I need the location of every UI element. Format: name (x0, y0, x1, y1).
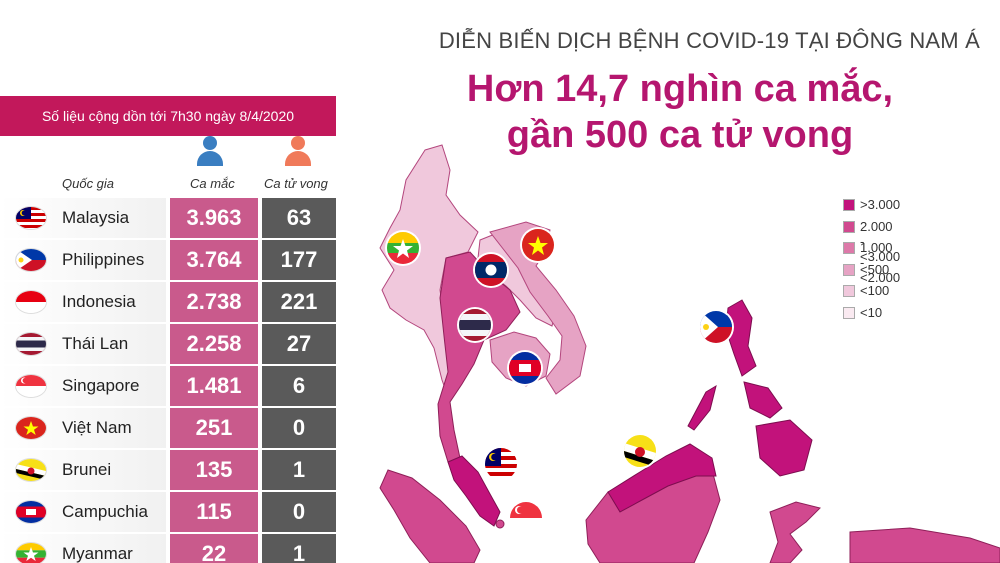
country-name: Campuchia (62, 502, 148, 521)
column-header-cases: Ca mắc (190, 176, 235, 191)
table-row: Brunei 135 1 (0, 450, 336, 490)
legend-label: <500 (860, 261, 890, 277)
legend-label: >3.000 (860, 197, 901, 212)
cases-value: 251 (170, 408, 258, 448)
laos-map-flag (475, 254, 507, 286)
vietnam-flag-icon (16, 417, 46, 439)
cases-value: 2.258 (170, 324, 258, 364)
singapore-region (495, 519, 505, 529)
kicker-title: DIỄN BIẾN DỊCH BỆNH COVID-19 TẠI ĐÔNG NA… (438, 28, 980, 53)
thailand-region (437, 251, 521, 463)
country-name: Việt Nam (62, 418, 132, 437)
cambodia-flag-icon (16, 501, 46, 523)
table-row: Singapore 1.481 6 (0, 366, 336, 406)
cases-value: 1.481 (170, 366, 258, 406)
headline: Hơn 14,7 nghìn ca mắc, gần 500 ca tử von… (380, 66, 980, 158)
country-name: Brunei (62, 460, 112, 479)
deaths-value: 1 (262, 534, 336, 563)
sulawesi-region (769, 501, 821, 563)
table-row: Myanmar 22 1 (0, 534, 336, 563)
legend-swatch (843, 306, 855, 319)
country-name: Malaysia (62, 208, 130, 227)
table-row: Philippines 3.764 177 (0, 240, 336, 280)
sumatra-region (379, 469, 481, 563)
myanmar-flag-icon (16, 543, 46, 563)
philippines-luzon-region (725, 299, 757, 377)
legend-label: <100 (860, 283, 890, 298)
malaysia-borneo-region (607, 443, 717, 513)
legend-label: 1.000 - <2.000 (860, 240, 901, 285)
vietnam-map-flag (522, 229, 554, 261)
cases-value: 135 (170, 450, 258, 490)
legend-swatch (843, 242, 855, 254)
legend-swatch (843, 199, 855, 211)
table-row: Malaysia 3.963 63 (0, 198, 336, 238)
deaths-value: 177 (262, 240, 336, 280)
country-name: Singapore (62, 376, 140, 395)
deaths-value: 0 (262, 408, 336, 448)
legend-label: <10 (860, 304, 883, 320)
table-row: Indonesia 2.738 221 (0, 282, 336, 322)
thailand-flag-icon (16, 333, 46, 355)
indonesia-flag-icon (16, 291, 46, 313)
deaths-value: 6 (262, 366, 336, 406)
headline-line-1: Hơn 14,7 nghìn ca mắc, (466, 68, 894, 110)
brunei-flag-icon (16, 459, 46, 481)
legend-swatch (843, 220, 855, 233)
malaysia-flag-icon (16, 207, 46, 229)
malaysia-peninsula-region (447, 455, 501, 527)
myanmar-map-flag (387, 232, 419, 264)
philippines-flag-icon (16, 249, 46, 271)
column-header-country: Quốc gia (62, 176, 115, 191)
country-name: Indonesia (62, 292, 136, 311)
cumulative-note: Số liệu cộng dồn tới 7h30 ngày 8/4/2020 (0, 96, 336, 136)
table-row: Thái Lan 2.258 27 (0, 324, 336, 364)
southeast-asia-map (379, 144, 1000, 563)
philippines-map-flag (700, 311, 732, 343)
legend-swatch (843, 263, 855, 276)
deaths-person-icon (285, 136, 311, 166)
malaysia-map-flag (485, 448, 517, 480)
country-name: Philippines (62, 250, 145, 269)
deaths-value: 0 (262, 492, 336, 532)
philippines-mindanao-region (755, 419, 813, 477)
cases-value: 3.963 (170, 198, 258, 238)
cases-value: 3.764 (170, 240, 258, 280)
singapore-map-flag (510, 502, 542, 534)
table-row: Campuchia 115 0 (0, 492, 336, 532)
cases-value: 115 (170, 492, 258, 532)
country-name: Thái Lan (62, 334, 129, 353)
cases-person-icon (197, 136, 223, 166)
eastern-islands-region (849, 527, 1000, 563)
table-row: Việt Nam 251 0 (0, 408, 336, 448)
philippines-visayas-region (743, 381, 783, 419)
legend-swatch (843, 285, 855, 297)
country-name: Myanmar (62, 544, 133, 563)
deaths-value: 1 (262, 450, 336, 490)
cases-value: 22 (170, 534, 258, 563)
cases-value: 2.738 (170, 282, 258, 322)
thailand-map-flag (459, 309, 491, 341)
deaths-value: 63 (262, 198, 336, 238)
cambodia-map-flag (509, 352, 541, 384)
deaths-value: 27 (262, 324, 336, 364)
singapore-flag-icon (16, 375, 46, 397)
palawan-region (687, 384, 717, 431)
brunei-map-flag (624, 435, 656, 467)
legend-label: 2.000 - <3.000 (860, 218, 901, 264)
deaths-value: 221 (262, 282, 336, 322)
column-header-deaths: Ca tử vong (264, 176, 328, 191)
headline-line-2: gần 500 ca tử vong (506, 114, 854, 156)
